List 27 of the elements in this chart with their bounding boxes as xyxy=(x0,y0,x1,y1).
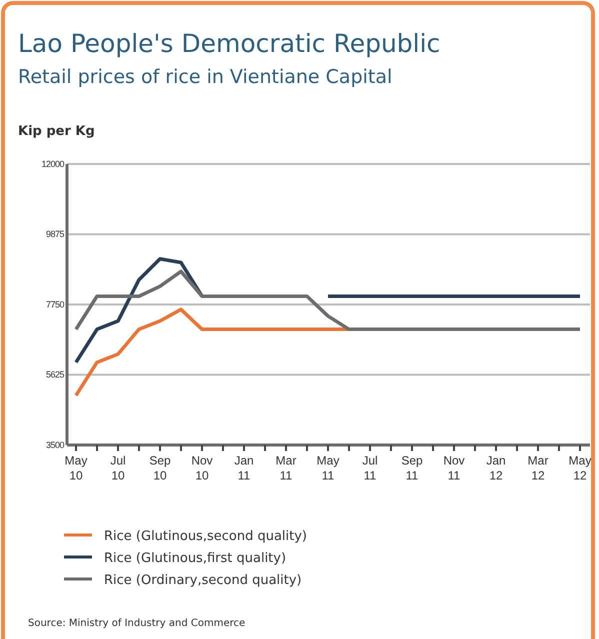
y-tick-label: 5625 xyxy=(46,370,64,380)
x-tick-label: Jan 11 xyxy=(234,454,254,483)
y-tick-label: 9875 xyxy=(46,229,64,240)
x-tick-label: Mar 12 xyxy=(528,454,548,483)
y-tick-label: 7750 xyxy=(46,299,64,310)
y-axis-title: Kip per Kg xyxy=(18,124,95,139)
x-tick-label: May 10 xyxy=(64,454,88,483)
x-tick-label: Sep 10 xyxy=(149,454,171,483)
source-note: Source: Ministry of Industry and Commerce xyxy=(28,618,246,629)
x-tick-label: Sep 11 xyxy=(401,454,423,483)
chart-subtitle: Retail prices of rice in Vientiane Capital xyxy=(18,66,392,88)
x-tick-label: Nov 10 xyxy=(191,454,213,483)
legend-label: Rice (Glutinous,second quality) xyxy=(104,529,308,544)
line-series xyxy=(74,270,582,332)
x-tick-label: May 11 xyxy=(316,454,340,483)
line-series xyxy=(74,308,351,398)
x-tick-label: May 12 xyxy=(568,454,592,483)
x-tick-label: Nov 11 xyxy=(443,454,465,483)
legend-label: Rice (Ordinary,second quality) xyxy=(104,573,302,588)
legend-label: Rice (Glutinous,first quality) xyxy=(104,551,286,566)
x-tick-label: Jan 12 xyxy=(486,454,506,483)
x-tick-label: Mar 11 xyxy=(276,454,296,483)
x-tick-label: Jul 11 xyxy=(362,454,378,483)
y-tick-label: 12000 xyxy=(41,158,64,169)
x-tick-label: Jul 10 xyxy=(110,454,126,483)
chart-title: Lao People's Democratic Republic xyxy=(18,29,440,58)
y-tick-label: 3500 xyxy=(46,440,64,450)
